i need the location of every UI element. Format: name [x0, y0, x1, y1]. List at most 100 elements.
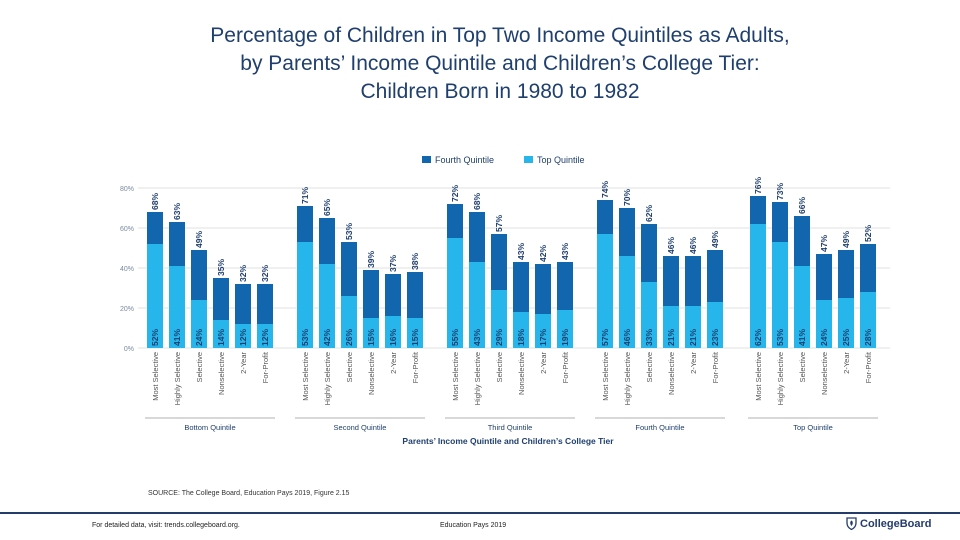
data-label-top-quintile: 53%: [775, 329, 785, 346]
category-label: Nonselective: [820, 352, 829, 395]
bar-top-quintile: [169, 266, 185, 348]
bar-fourth-quintile: [772, 202, 788, 242]
bar-top-quintile: [663, 306, 679, 348]
bar-fourth-quintile: [469, 212, 485, 262]
data-label-top-quintile: 15%: [366, 329, 376, 346]
bar-fourth-quintile: [707, 250, 723, 302]
legend-label-fourth-quintile: Fourth Quintile: [435, 155, 494, 165]
bar-top-quintile: [319, 264, 335, 348]
bar-fourth-quintile: [147, 212, 163, 244]
category-label: Highly Selective: [776, 352, 785, 405]
bar-top-quintile: [619, 256, 635, 348]
data-label-top-quintile: 46%: [622, 329, 632, 346]
category-label: 2-Year: [842, 352, 851, 374]
legend-swatch-top-quintile: [524, 156, 533, 163]
data-label-top-quintile: 16%: [388, 329, 398, 346]
data-label-total: 49%: [841, 231, 851, 248]
y-tick-label: 80%: [120, 186, 134, 193]
y-tick-label: 0%: [124, 346, 134, 353]
data-label-total: 47%: [819, 235, 829, 252]
bar-top-quintile: [385, 316, 401, 348]
category-label: Selective: [798, 352, 807, 382]
bar-top-quintile: [341, 296, 357, 348]
data-label-total: 52%: [863, 225, 873, 242]
category-label: Highly Selective: [173, 352, 182, 405]
category-label: Selective: [495, 352, 504, 382]
footer-detailed-data-note: For detailed data, visit: trends.college…: [92, 522, 240, 529]
category-label: 2-Year: [239, 352, 248, 374]
data-label-total: 68%: [472, 193, 482, 210]
data-label-total: 70%: [622, 189, 632, 206]
bar-top-quintile: [147, 244, 163, 348]
category-label: Most Selective: [451, 352, 460, 401]
bar-fourth-quintile: [407, 272, 423, 318]
category-label: Most Selective: [301, 352, 310, 401]
bar-fourth-quintile: [663, 256, 679, 306]
footer-divider: [0, 512, 960, 514]
bar-top-quintile: [750, 224, 766, 348]
data-label-top-quintile: 12%: [238, 329, 248, 346]
bar-top-quintile: [794, 266, 810, 348]
data-label-total: 76%: [753, 177, 763, 194]
bar-top-quintile: [363, 318, 379, 348]
data-label-total: 49%: [194, 231, 204, 248]
bar-fourth-quintile: [169, 222, 185, 266]
group-label: Fourth Quintile: [635, 423, 684, 432]
bar-top-quintile: [491, 290, 507, 348]
bar-top-quintile: [838, 298, 854, 348]
data-label-total: 63%: [172, 203, 182, 220]
bar-fourth-quintile: [363, 270, 379, 318]
bar-fourth-quintile: [257, 284, 273, 324]
bar-top-quintile: [557, 310, 573, 348]
category-label: Nonselective: [517, 352, 526, 395]
bar-fourth-quintile: [557, 262, 573, 310]
bar-fourth-quintile: [319, 218, 335, 264]
data-label-total: 32%: [260, 265, 270, 282]
category-label: Selective: [345, 352, 354, 382]
chart-title: Percentage of Children in Top Two Income…: [120, 22, 880, 106]
collegeboard-logo: CollegeBoard: [846, 517, 932, 530]
bar-fourth-quintile: [235, 284, 251, 324]
category-label: 2-Year: [689, 352, 698, 374]
data-label-top-quintile: 33%: [644, 329, 654, 346]
data-label-top-quintile: 57%: [600, 329, 610, 346]
data-label-top-quintile: 23%: [710, 329, 720, 346]
category-label: For-Profit: [561, 351, 570, 383]
data-label-total: 57%: [494, 215, 504, 232]
bar-top-quintile: [513, 312, 529, 348]
bar-fourth-quintile: [597, 200, 613, 234]
data-label-top-quintile: 18%: [516, 329, 526, 346]
bar-fourth-quintile: [535, 264, 551, 314]
bar-top-quintile: [860, 292, 876, 348]
bar-fourth-quintile: [447, 204, 463, 238]
bar-top-quintile: [447, 238, 463, 348]
data-label-top-quintile: 15%: [410, 329, 420, 346]
bar-top-quintile: [707, 302, 723, 348]
data-label-total: 43%: [560, 243, 570, 260]
bar-top-quintile: [407, 318, 423, 348]
group-label: Bottom Quintile: [184, 423, 235, 432]
bar-top-quintile: [191, 300, 207, 348]
bar-fourth-quintile: [794, 216, 810, 266]
category-label: 2-Year: [539, 352, 548, 374]
data-label-total: 46%: [688, 237, 698, 254]
bar-fourth-quintile: [641, 224, 657, 282]
bar-top-quintile: [597, 234, 613, 348]
data-label-total: 71%: [300, 187, 310, 204]
data-label-total: 73%: [775, 183, 785, 200]
data-label-total: 65%: [322, 199, 332, 216]
bar-top-quintile: [641, 282, 657, 348]
data-label-total: 43%: [516, 243, 526, 260]
data-label-total: 39%: [366, 251, 376, 268]
bar-top-quintile: [535, 314, 551, 348]
data-label-total: 42%: [538, 245, 548, 262]
category-label: Highly Selective: [473, 352, 482, 405]
category-label: For-Profit: [411, 351, 420, 383]
bar-fourth-quintile: [385, 274, 401, 316]
data-label-total: 46%: [666, 237, 676, 254]
data-label-total: 32%: [238, 265, 248, 282]
bar-fourth-quintile: [816, 254, 832, 300]
data-label-top-quintile: 41%: [172, 329, 182, 346]
category-label: Highly Selective: [323, 352, 332, 405]
